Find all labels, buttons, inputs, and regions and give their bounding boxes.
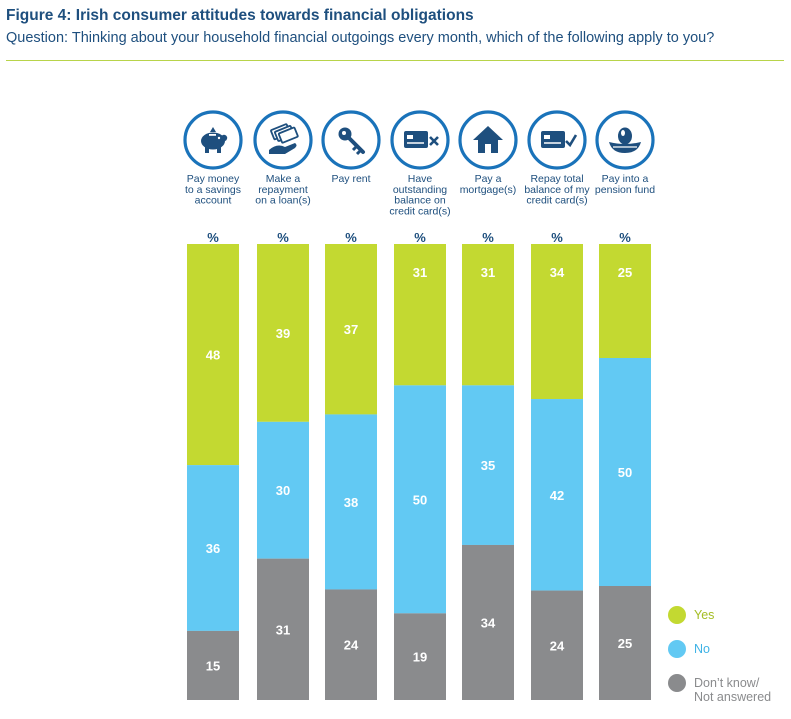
value-label-4-no: 50 [413, 492, 427, 507]
category-label-2-line-3: on a loan(s) [255, 195, 310, 207]
legend-swatch-dont-know [668, 674, 686, 692]
house-icon [458, 110, 518, 170]
loan-repayment-icon [253, 110, 313, 170]
category-label-4-line-3: balance on [394, 195, 446, 207]
bar-4-no [394, 385, 446, 614]
category-label-2-line-2: repayment [258, 184, 308, 196]
value-label-1-no: 36 [206, 541, 220, 556]
bar-4-dont-know [394, 613, 446, 700]
legend-item-yes: Yes [668, 606, 714, 624]
category-label-6-line-1: Repay total [530, 173, 583, 185]
column-header-percent-1: % [207, 230, 219, 245]
piggy-bank-icon [183, 110, 243, 170]
bar-3-yes [325, 244, 377, 415]
value-label-5-dont-know: 34 [481, 615, 496, 630]
legend-label-no: No [694, 642, 710, 656]
value-label-5-no: 35 [481, 458, 495, 473]
legend-label-dont-know: Don’t know/ Not answered [694, 676, 771, 704]
category-label-4-line-1: Have [408, 173, 433, 185]
bar-2-dont-know [257, 558, 309, 700]
legend-swatch-no [668, 640, 686, 658]
bar-2-no [257, 421, 309, 559]
nest-egg-icon [595, 110, 655, 170]
bar-5-no [462, 385, 514, 545]
column-header-percent-6: % [551, 230, 563, 245]
title-divider [6, 60, 784, 61]
legend-item-dont-know: Don’t know/ Not answered [668, 674, 771, 704]
bar-2-yes [257, 244, 309, 422]
bar-7-no [599, 358, 651, 586]
value-label-4-dont-know: 19 [413, 650, 427, 665]
bar-5-yes [462, 244, 514, 386]
category-label-4-line-4: credit card(s) [389, 205, 450, 217]
value-label-6-yes: 34 [550, 265, 565, 280]
value-label-5-yes: 31 [481, 265, 495, 280]
legend-swatch-yes [668, 606, 686, 624]
bar-3-no [325, 414, 377, 590]
legend-label-yes: Yes [694, 608, 715, 622]
bar-7-yes [599, 244, 651, 358]
category-label-1-line-2: to a savings [185, 184, 241, 196]
value-label-3-yes: 37 [344, 322, 358, 337]
bar-7-dont-know [599, 586, 651, 700]
category-label-6-line-2: balance of my [524, 184, 590, 196]
credit-card-x-icon [390, 110, 450, 170]
bar-4-yes [394, 244, 446, 386]
figure-subtitle: Question: Thinking about your household … [6, 30, 715, 46]
value-label-6-dont-know: 24 [550, 638, 565, 653]
category-label-6-line-3: credit card(s) [526, 195, 587, 207]
column-header-percent-4: % [414, 230, 426, 245]
column-header-percent-2: % [277, 230, 289, 245]
value-label-7-yes: 25 [618, 265, 632, 280]
column-header-percent-3: % [345, 230, 357, 245]
bar-6-dont-know [531, 590, 583, 700]
value-label-3-dont-know: 24 [344, 638, 359, 653]
value-label-4-yes: 31 [413, 265, 427, 280]
category-label-7-line-2: pension fund [595, 184, 655, 196]
value-label-2-dont-know: 31 [276, 622, 290, 637]
value-label-3-no: 38 [344, 495, 358, 510]
value-label-6-no: 42 [550, 488, 564, 503]
value-label-7-dont-know: 25 [618, 636, 632, 651]
legend-item-no: No [668, 640, 710, 658]
value-label-2-yes: 39 [276, 326, 290, 341]
bar-1-dont-know [187, 630, 239, 700]
value-label-2-no: 30 [276, 483, 290, 498]
legend-label-dont-know-line2: Not answered [694, 690, 772, 704]
category-label-4-line-2: outstanding [393, 184, 447, 196]
column-header-percent-7: % [619, 230, 631, 245]
category-label-2-line-1: Make a [266, 173, 301, 185]
bar-6-no [531, 399, 583, 591]
category-label-1-line-3: account [195, 195, 232, 207]
credit-card-check-icon [527, 110, 587, 170]
bar-3-dont-know [325, 589, 377, 700]
column-header-percent-5: % [482, 230, 494, 245]
category-label-5-line-2: mortgage(s) [460, 184, 517, 196]
category-label-1-line-1: Pay money [187, 173, 240, 185]
category-label-3-line-1: Pay rent [331, 173, 370, 185]
bar-1-no [187, 465, 239, 631]
value-label-7-no: 50 [618, 465, 632, 480]
category-label-5-line-1: Pay a [475, 173, 502, 185]
key-icon [321, 110, 381, 170]
bar-5-dont-know [462, 544, 514, 700]
value-label-1-yes: 48 [206, 348, 220, 363]
bar-6-yes [531, 244, 583, 400]
bar-1-yes [187, 244, 239, 466]
value-label-1-dont-know: 15 [206, 658, 220, 673]
legend-label-dont-know-line1: Don’t know/ [694, 676, 760, 690]
category-label-7-line-1: Pay into a [602, 173, 649, 185]
figure-title: Figure 4: Irish consumer attitudes towar… [6, 7, 474, 24]
